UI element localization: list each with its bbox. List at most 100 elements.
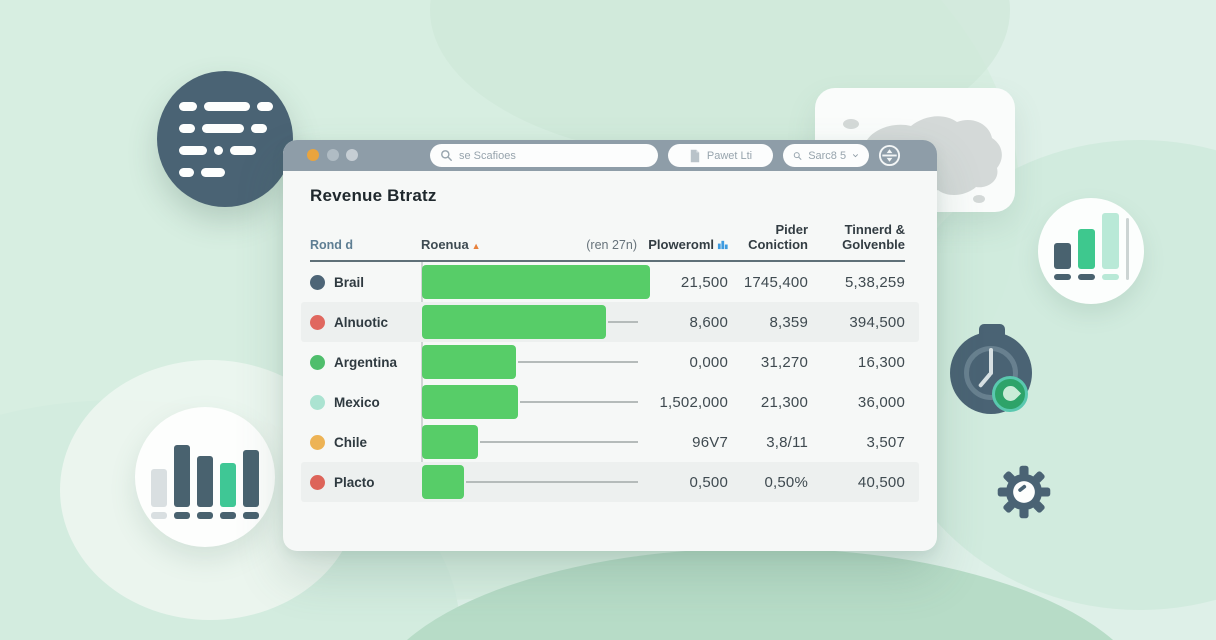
bar-chart-icon [135,407,275,547]
gear-icon [997,465,1051,519]
dash [251,123,267,133]
value-bar [422,465,464,499]
row-bar-cell [421,422,640,462]
chart-bar [1077,229,1095,280]
row-label-cell: Alnuotic [310,314,421,330]
file-button-label: Pawet Lti [706,149,753,162]
traffic-light-close[interactable] [307,149,319,161]
column-header-revenue-group: Roenua ▲ (ren 27n) [421,237,640,252]
column-header-metric2: Pider Coniction [748,222,808,252]
bar-chart-mini-icon [717,240,728,250]
row-bar-cell [421,462,640,502]
dash [204,101,250,111]
chart-bar [1053,243,1071,280]
bar-connector-line [480,441,638,443]
divide-circle-icon[interactable] [878,144,901,167]
chart-axis-line [1125,218,1129,280]
sort-asc-icon: ▲ [471,241,481,251]
row-label: Brail [334,274,365,290]
metric2-value: 3,8/11 [766,433,808,451]
row-label-cell: Placto [310,474,421,490]
page-title: Revenue Btratz [310,186,437,205]
metric2-value: 31,270 [760,353,808,371]
metric3-value: 394,500 [849,313,905,331]
text-line [179,123,293,133]
row-bar-cell [421,382,640,422]
dash [230,145,256,155]
metric1-value: 96V7 [692,433,728,451]
row-bar-cell [421,302,640,342]
chart-bar [220,463,236,519]
dash [214,145,223,155]
category-dot [310,394,325,410]
row-label: Argentina [334,354,398,370]
column-header-metric1: Ploweroml [640,237,728,252]
table-row[interactable]: Chile 96V7 3,8/11 3,507 [301,422,919,462]
chart-bar [174,445,190,519]
row-label-cell: Chile [310,434,421,450]
table-row[interactable]: Placto 0,500 0,50% 40,500 [301,462,919,502]
search-dropdown-label: Sarc8 5 [808,149,847,162]
metric1-value: 1,502,000 [659,393,728,411]
bar-connector-line [520,401,638,403]
status-badge [992,376,1028,412]
bar-connector-line [466,481,638,483]
text-line [179,167,293,177]
column-header-region: Rond d [310,238,354,252]
browser-titlebar: se Scafioes Pawet Lti Sarc8 5 [283,140,937,171]
browser-window: se Scafioes Pawet Lti Sarc8 5 [283,140,937,551]
dash [201,167,225,177]
category-dot [310,474,325,490]
clock-hand [989,348,993,375]
bar-connector-line [518,361,638,363]
leaf-icon [999,382,1021,405]
chart-bar [243,450,259,519]
table-row[interactable]: Alnuotic 8,600 8,359 394,500 [301,302,919,342]
row-label-cell: Brail [310,274,421,290]
dash [257,101,273,111]
table-header-row: Rond d Roenua ▲ (ren 27n) Ploweroml Pider… [310,222,905,262]
dash [179,145,207,155]
table-body: Brail 21,500 1745,400 5,38,259 Alnuotic … [301,262,919,502]
row-label: Chile [334,434,368,450]
text-line [179,145,293,155]
chart-bar [151,469,167,519]
table-row[interactable]: Argentina 0,000 31,270 16,300 [301,342,919,382]
search-dropdown-button[interactable]: Sarc8 5 [783,144,869,167]
category-dot [310,434,325,450]
column-header-metric3: Tinnerd & Golvenble [842,222,905,252]
table-row[interactable]: Brail 21,500 1745,400 5,38,259 [301,262,919,302]
bar-connector-line [608,321,638,323]
chevron-down-icon [853,154,858,158]
column-header-units: (ren 27n) [586,238,637,252]
value-bar [422,345,516,379]
row-label: Placto [334,474,375,490]
row-label-cell: Mexico [310,394,421,410]
metric3-value: 36,000 [857,393,905,411]
search-icon [441,150,452,161]
metric1-value: 0,500 [689,473,728,491]
row-bar-cell [421,342,640,382]
chart-bar [1101,213,1119,280]
file-button[interactable]: Pawet Lti [668,144,773,167]
traffic-light-maximize[interactable] [346,149,358,161]
category-dot [310,274,325,290]
text-lines-icon [157,71,293,207]
row-bar-cell [421,262,650,302]
row-label: Mexico [334,394,380,410]
search-text: se Scafioes [459,149,516,162]
metric3-value: 40,500 [857,473,905,491]
dash [179,123,195,133]
traffic-light-minimize[interactable] [327,149,339,161]
value-bar [422,425,478,459]
stopwatch-icon [948,324,1036,416]
address-search-input[interactable]: se Scafioes [430,144,658,167]
metric3-value: 5,38,259 [845,273,905,291]
table-row[interactable]: Mexico 1,502,000 21,300 36,000 [301,382,919,422]
column-header-revenue[interactable]: Roenua ▲ [421,237,481,252]
category-dot [310,354,325,370]
metric3-value: 16,300 [857,353,905,371]
row-label: Alnuotic [334,314,388,330]
text-line [179,101,293,111]
